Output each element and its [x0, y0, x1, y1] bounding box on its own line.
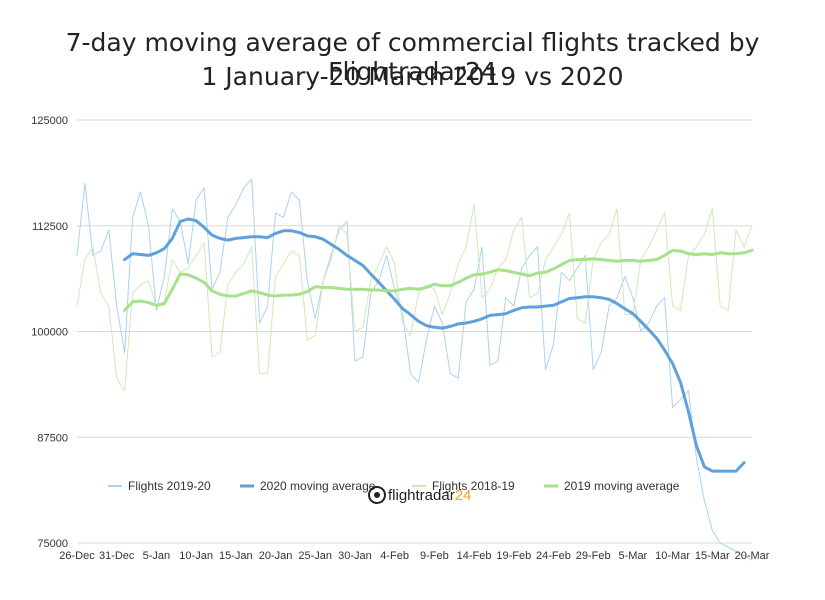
flightradar24-logo: flightradar24 — [368, 486, 471, 504]
x-tick-label: 10-Mar — [655, 550, 690, 562]
x-tick-label: 4-Feb — [380, 550, 409, 562]
grid-layer — [77, 119, 752, 544]
series-line-3 — [123, 248, 754, 312]
x-tick-label: 29-Feb — [576, 550, 611, 562]
x-tick-label: 10-Jan — [179, 550, 213, 562]
x-tick-label: 5-Jan — [143, 550, 171, 562]
x-tick-label: 24-Feb — [536, 550, 571, 562]
chart-title-line-1: 7-day moving average of commercial fligh… — [65, 28, 760, 86]
x-tick-label: 20-Jan — [259, 550, 293, 562]
x-tick-label: 9-Feb — [420, 550, 449, 562]
x-tick-label: 31-Dec — [99, 550, 135, 562]
logo-text-suffix: 24 — [455, 487, 472, 504]
legend-label: 2019 moving average — [564, 479, 680, 493]
y-tick-label: 87500 — [37, 432, 68, 444]
axis-layer: 75000 87500 100000 112500 125000 26-Dec 31-Dec… — [31, 115, 769, 562]
series-line-0 — [76, 178, 753, 561]
y-tick-label: 125000 — [31, 115, 68, 127]
chart-title-line-2: 1 January-20 March 2019 vs 2020 — [201, 62, 624, 91]
radar-logo-icon — [368, 486, 386, 504]
series-line-2 — [76, 204, 753, 392]
x-tick-label: 20-Mar — [735, 550, 770, 562]
x-tick-label: 30-Jan — [338, 550, 372, 562]
x-tick-label: 15-Jan — [219, 550, 253, 562]
series-line-1 — [123, 217, 746, 473]
y-tick-label: 112500 — [32, 221, 68, 233]
legend-label: Flights 2019-20 — [128, 479, 211, 493]
legend-label: Flights 2018-19 — [432, 479, 515, 493]
x-tick-label: 14-Feb — [457, 550, 492, 562]
y-tick-label: 75000 — [37, 538, 68, 550]
x-tick-label: 5-Mar — [619, 550, 648, 562]
legend: Flights 2019-20 2020 moving average Flight… — [108, 479, 680, 493]
x-tick-label: 26-Dec — [59, 550, 95, 562]
x-tick-label: 25-Jan — [298, 550, 332, 562]
x-tick-label: 19-Feb — [496, 550, 531, 562]
series-layer — [76, 178, 754, 561]
logo-text-main: flightradar — [388, 487, 455, 504]
y-tick-label: 100000 — [31, 327, 68, 339]
logo-text: flightradar24 — [388, 487, 471, 504]
x-tick-label: 15-Mar — [695, 550, 730, 562]
radar-logo-icon-center — [374, 492, 380, 498]
legend-label: 2020 moving average — [260, 479, 376, 493]
